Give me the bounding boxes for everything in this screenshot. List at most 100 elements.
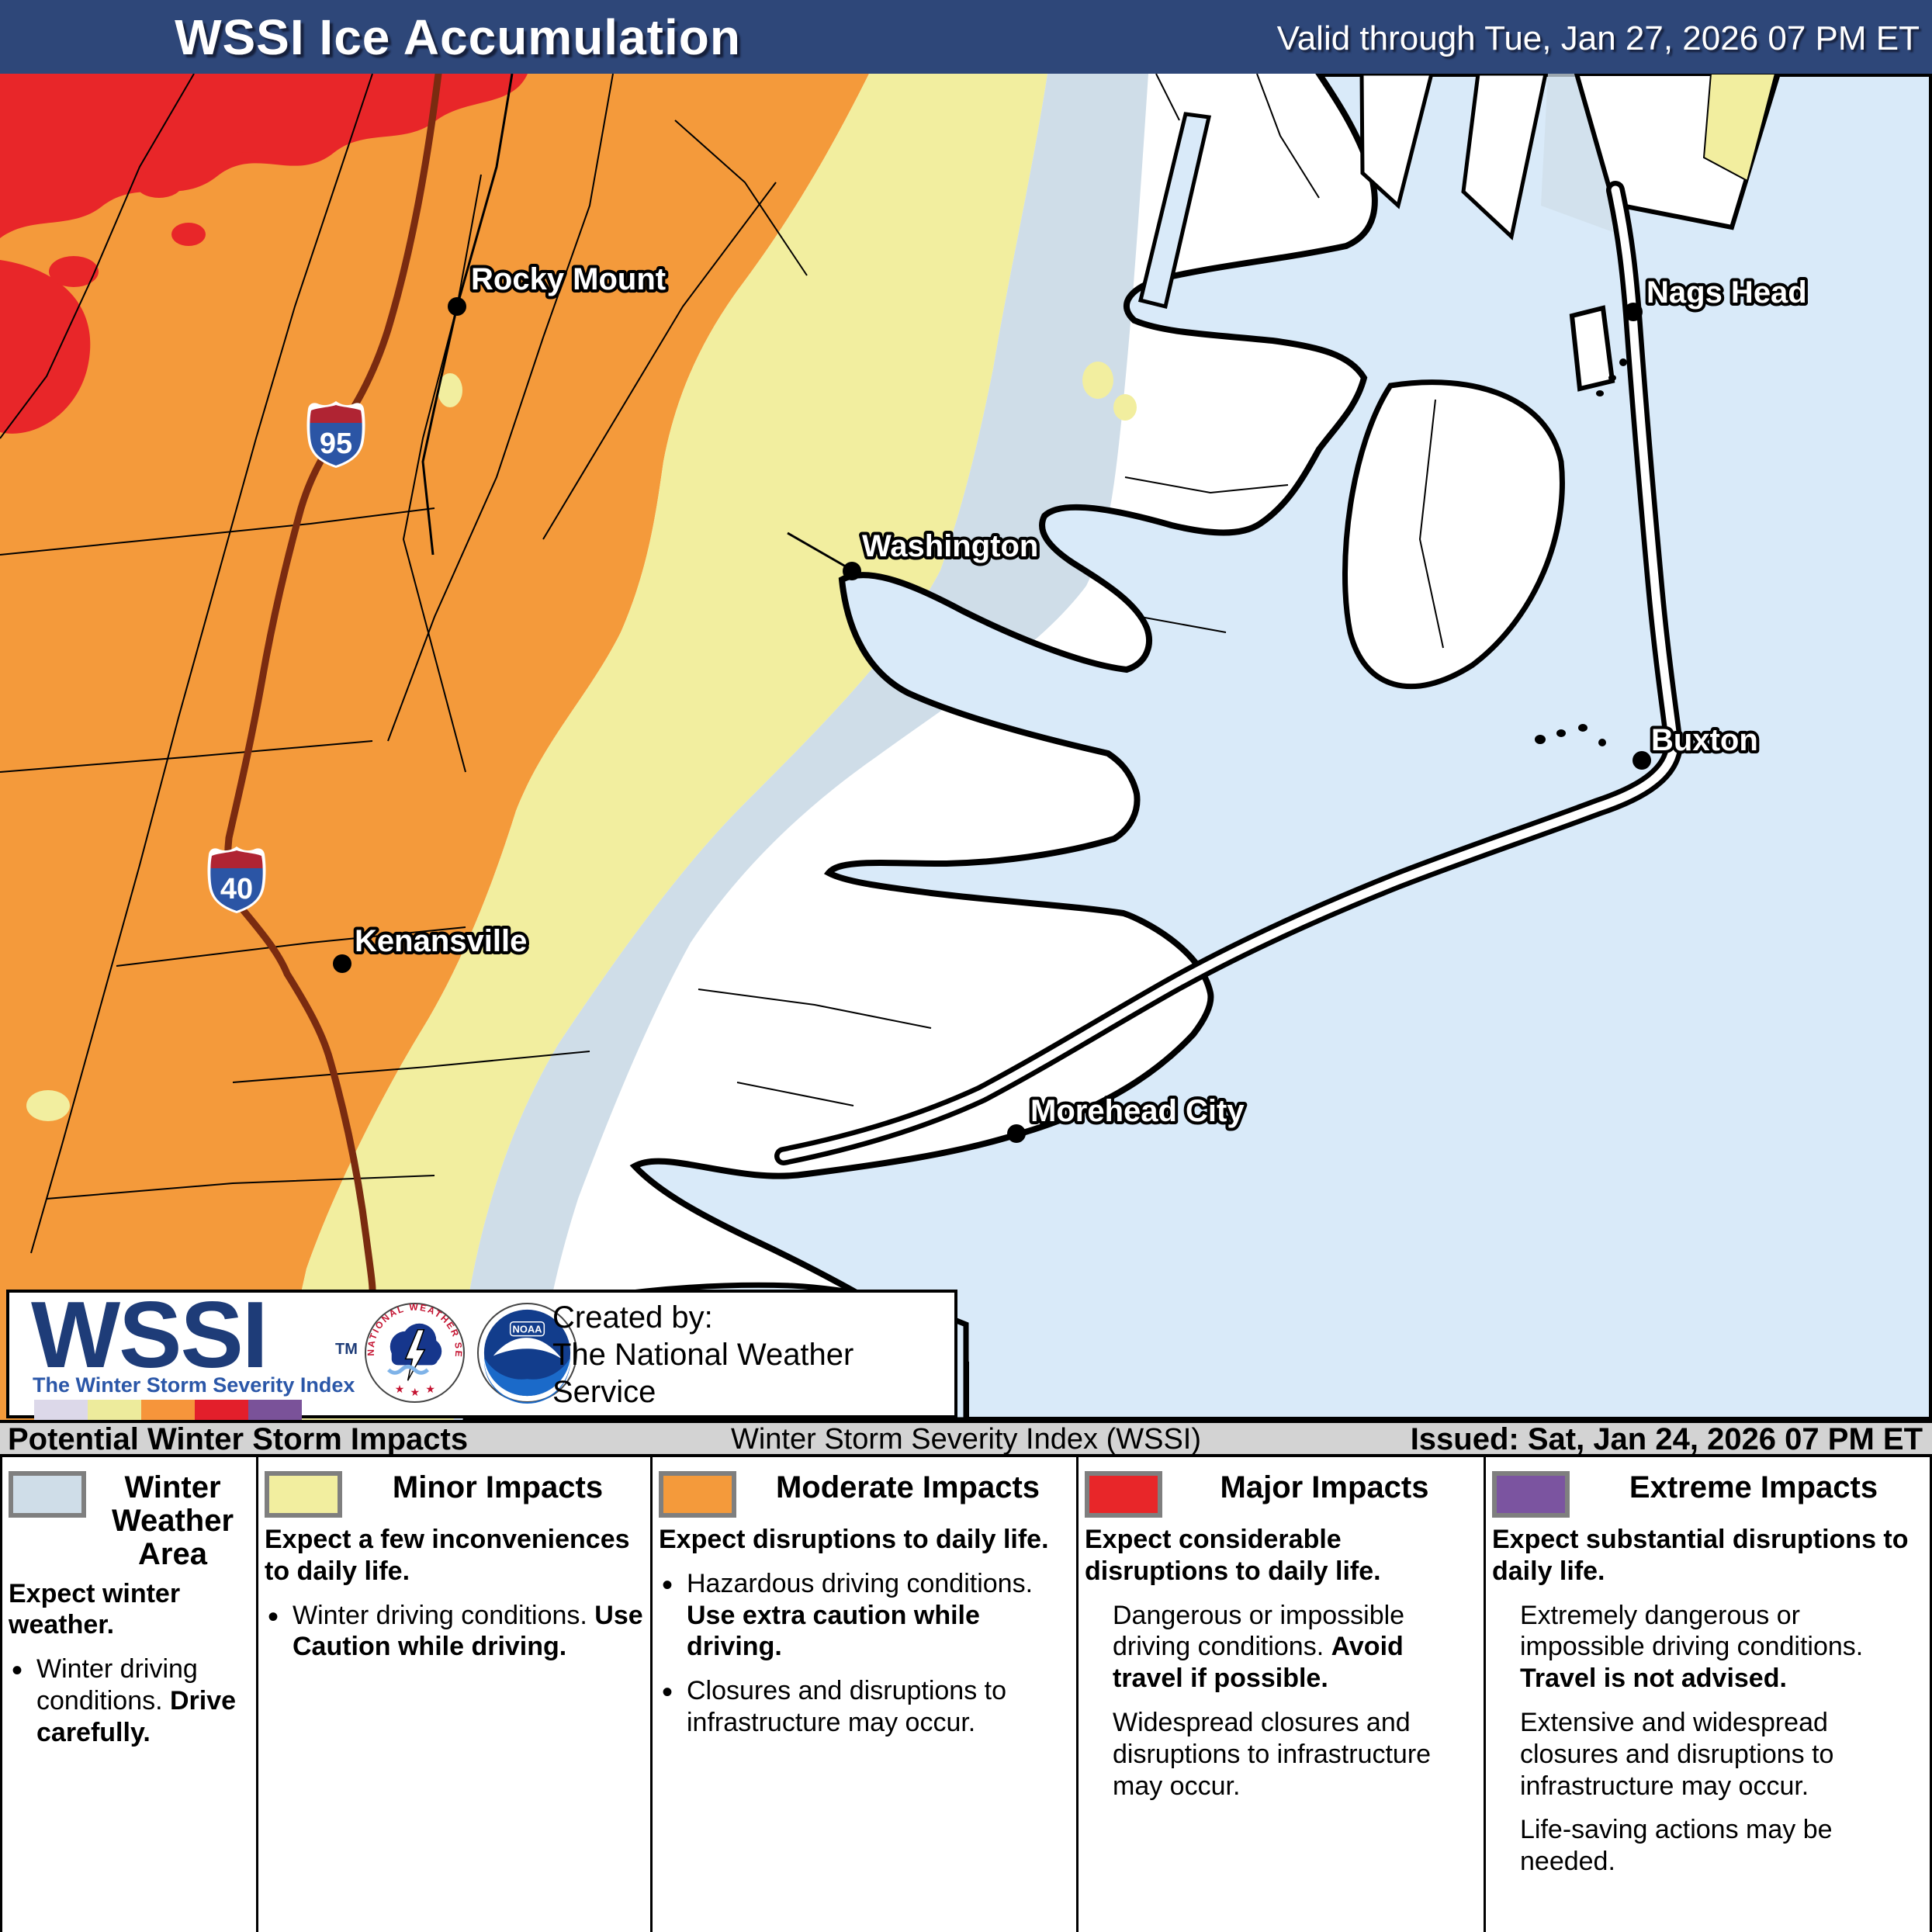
map-area: 95 40 Rocky Mount Washington Nags Head Buxto… <box>0 70 1932 1423</box>
shield-number: 40 <box>220 873 253 905</box>
city-markers: Rocky Mount Washington Nags Head Buxton More… <box>333 259 1810 1143</box>
legend-lead: Expect a few inconveniences to daily lif… <box>265 1524 644 1587</box>
shield-number: 95 <box>320 428 352 460</box>
wssi-subtitle: The Winter Storm Severity Index <box>33 1373 355 1397</box>
noaa-label: NOAA <box>513 1324 542 1335</box>
legend-text-segment: Dangerous or impossible driving conditio… <box>1113 1600 1405 1662</box>
yellow-patches <box>26 362 1137 1121</box>
wssi-trademark: TM <box>335 1341 358 1358</box>
city-buxton: Buxton <box>1633 720 1761 770</box>
ocean-water <box>629 71 1932 1423</box>
svg-text:★: ★ <box>395 1383 404 1395</box>
map-svg: 95 40 Rocky Mount Washington Nags Head Buxto… <box>0 70 1932 1423</box>
page-title: WSSI Ice Accumulation <box>175 9 741 65</box>
legend-item: Winter driving conditions. Use Caution w… <box>265 1598 644 1664</box>
wssi-logo-box: WSSI TM The Winter Storm Severity Index … <box>6 1282 957 1446</box>
legend-title: Moderate Impacts <box>775 1470 1040 1504</box>
legend-text-segment: Life-saving actions may be needed. <box>1520 1815 1833 1877</box>
legend-swatch-minor-impacts <box>265 1471 342 1518</box>
minor-roads <box>421 73 850 570</box>
moderate-impacts-region <box>0 74 869 1420</box>
legend-item: Winter driving conditions. Drive careful… <box>9 1652 250 1748</box>
bar-issued-text: Issued: Sat, Jan 24, 2026 07 PM ET <box>1410 1422 1923 1456</box>
legend-text-segment: Winter driving conditions. <box>36 1654 198 1716</box>
winter-weather-area-region <box>454 74 1148 1420</box>
legend-item: Dangerous or impossible driving conditio… <box>1085 1600 1477 1695</box>
albemarle-peninsulas <box>1359 71 1549 241</box>
legend-item: Extremely dangerous or impossible drivin… <box>1492 1600 1928 1695</box>
city-dot <box>1624 303 1643 321</box>
legend-item: Extensive and widespread closures and di… <box>1492 1707 1928 1802</box>
legend-title: Winter Weather Area <box>111 1470 234 1572</box>
legend-item: Hazardous driving conditions. Use extra … <box>659 1567 1070 1663</box>
city-label: Buxton <box>1651 723 1758 757</box>
city-washington: Washington <box>843 526 1041 580</box>
legend-column-header: Extreme Impacts <box>1492 1470 1928 1518</box>
legend-lead: Expect considerable disruptions to daily… <box>1085 1524 1477 1587</box>
legend-text-segment: Extensive and widespread closures and di… <box>1520 1707 1834 1801</box>
county-lines <box>0 73 1444 1254</box>
nws-logo-icon: NATIONAL WEATHER SERVICE ★ ★ ★ <box>364 1302 466 1404</box>
outer-banks <box>774 181 1684 1165</box>
us-highway-road <box>224 70 442 1293</box>
legend-text-segment: Closures and disruptions to infrastructu… <box>687 1676 1007 1737</box>
interstate-95-shield-icon: 95 <box>306 401 365 468</box>
impacts-legend: Winter Weather Area Expect winter weather… <box>0 1457 1932 1932</box>
minor-impacts-region <box>275 74 1047 1420</box>
city-rocky-mount: Rocky Mount <box>448 259 669 316</box>
legend-item: Closures and disruptions to infrastructu… <box>659 1674 1070 1739</box>
legend-text-segment: Use extra caution while driving. <box>687 1600 980 1662</box>
legend-text-segment: Expect winter weather. <box>9 1578 181 1640</box>
legend-swatch-winter-weather-area <box>9 1471 86 1518</box>
legend-text-segment: Expect a few inconveniences to daily lif… <box>265 1525 630 1586</box>
dare-mainland <box>1342 379 1565 690</box>
legend-swatch-extreme-impacts <box>1492 1471 1570 1518</box>
created-by-line1: Created by: <box>552 1300 713 1335</box>
city-label: Kenansville <box>355 924 527 958</box>
legend-lead: Expect winter weather. <box>9 1578 250 1642</box>
ramp-swatch-1 <box>88 1400 141 1420</box>
major-impacts-region <box>0 74 528 434</box>
legend-text-segment: Travel is not advised. <box>1520 1664 1787 1694</box>
legend-column-winter-weather-area: Winter Weather Area Expect winter weather… <box>2 1457 258 1932</box>
interstate-shields: 95 40 <box>207 401 365 913</box>
legend-column-minor-impacts: Minor Impacts Expect a few inconveniences… <box>258 1457 653 1932</box>
svg-text:★: ★ <box>425 1383 435 1395</box>
legend-title: Major Impacts <box>1220 1470 1429 1504</box>
legend-title: Extreme Impacts <box>1629 1470 1878 1504</box>
legend-text-segment: Drive carefully. <box>36 1685 237 1747</box>
legend-column-extreme-impacts: Extreme Impacts Expect substantial disrup… <box>1486 1457 1932 1932</box>
city-label: Nags Head <box>1646 275 1807 310</box>
roanoke-island <box>1569 305 1615 392</box>
ramp-swatch-3 <box>195 1400 248 1420</box>
bar-left-title: Potential Winter Storm Impacts <box>8 1422 469 1456</box>
city-morehead-city: Morehead City <box>1007 1091 1248 1143</box>
legend-text-segment: Winter driving conditions. <box>293 1600 595 1630</box>
legend-text-segment: Extremely dangerous or impossible drivin… <box>1520 1600 1864 1662</box>
wssi-logotype: WSSI <box>31 1282 268 1387</box>
legend-text-segment: Hazardous driving conditions. <box>687 1568 1034 1598</box>
city-nags-head: Nags Head <box>1624 272 1810 321</box>
city-dot <box>1633 751 1651 770</box>
legend-text-segment: Expect disruptions to daily life. <box>659 1525 1049 1554</box>
legend-text-segment: Expect substantial disruptions to daily … <box>1492 1525 1909 1586</box>
city-kenansville: Kenansville <box>333 921 530 973</box>
legend-column-header: Moderate Impacts <box>659 1470 1070 1518</box>
legend-lead: Expect substantial disruptions to daily … <box>1492 1524 1928 1587</box>
bar-center-title: Winter Storm Severity Index (WSSI) <box>730 1423 1201 1456</box>
legend-text-segment: Widespread closures and disruptions to i… <box>1113 1707 1432 1801</box>
city-dot <box>333 954 351 973</box>
valid-through-text: Valid through Tue, Jan 27, 2026 07 PM ET <box>1276 19 1920 57</box>
wssi-color-ramp <box>34 1400 302 1420</box>
ramp-swatch-0 <box>34 1400 88 1420</box>
legend-text-segment: Expect considerable disruptions to daily… <box>1085 1525 1381 1586</box>
legend-title: Minor Impacts <box>392 1470 604 1504</box>
legend-column-major-impacts: Major Impacts Expect considerable disrupt… <box>1079 1457 1486 1932</box>
legend-column-moderate-impacts: Moderate Impacts Expect disruptions to da… <box>653 1457 1079 1932</box>
chowan-river <box>1137 112 1212 310</box>
interstate-40-shield-icon: 40 <box>207 847 266 913</box>
legend-swatch-moderate-impacts <box>659 1471 736 1518</box>
legend-column-header: Minor Impacts <box>265 1470 644 1518</box>
legend-column-header: Winter Weather Area <box>9 1470 250 1572</box>
